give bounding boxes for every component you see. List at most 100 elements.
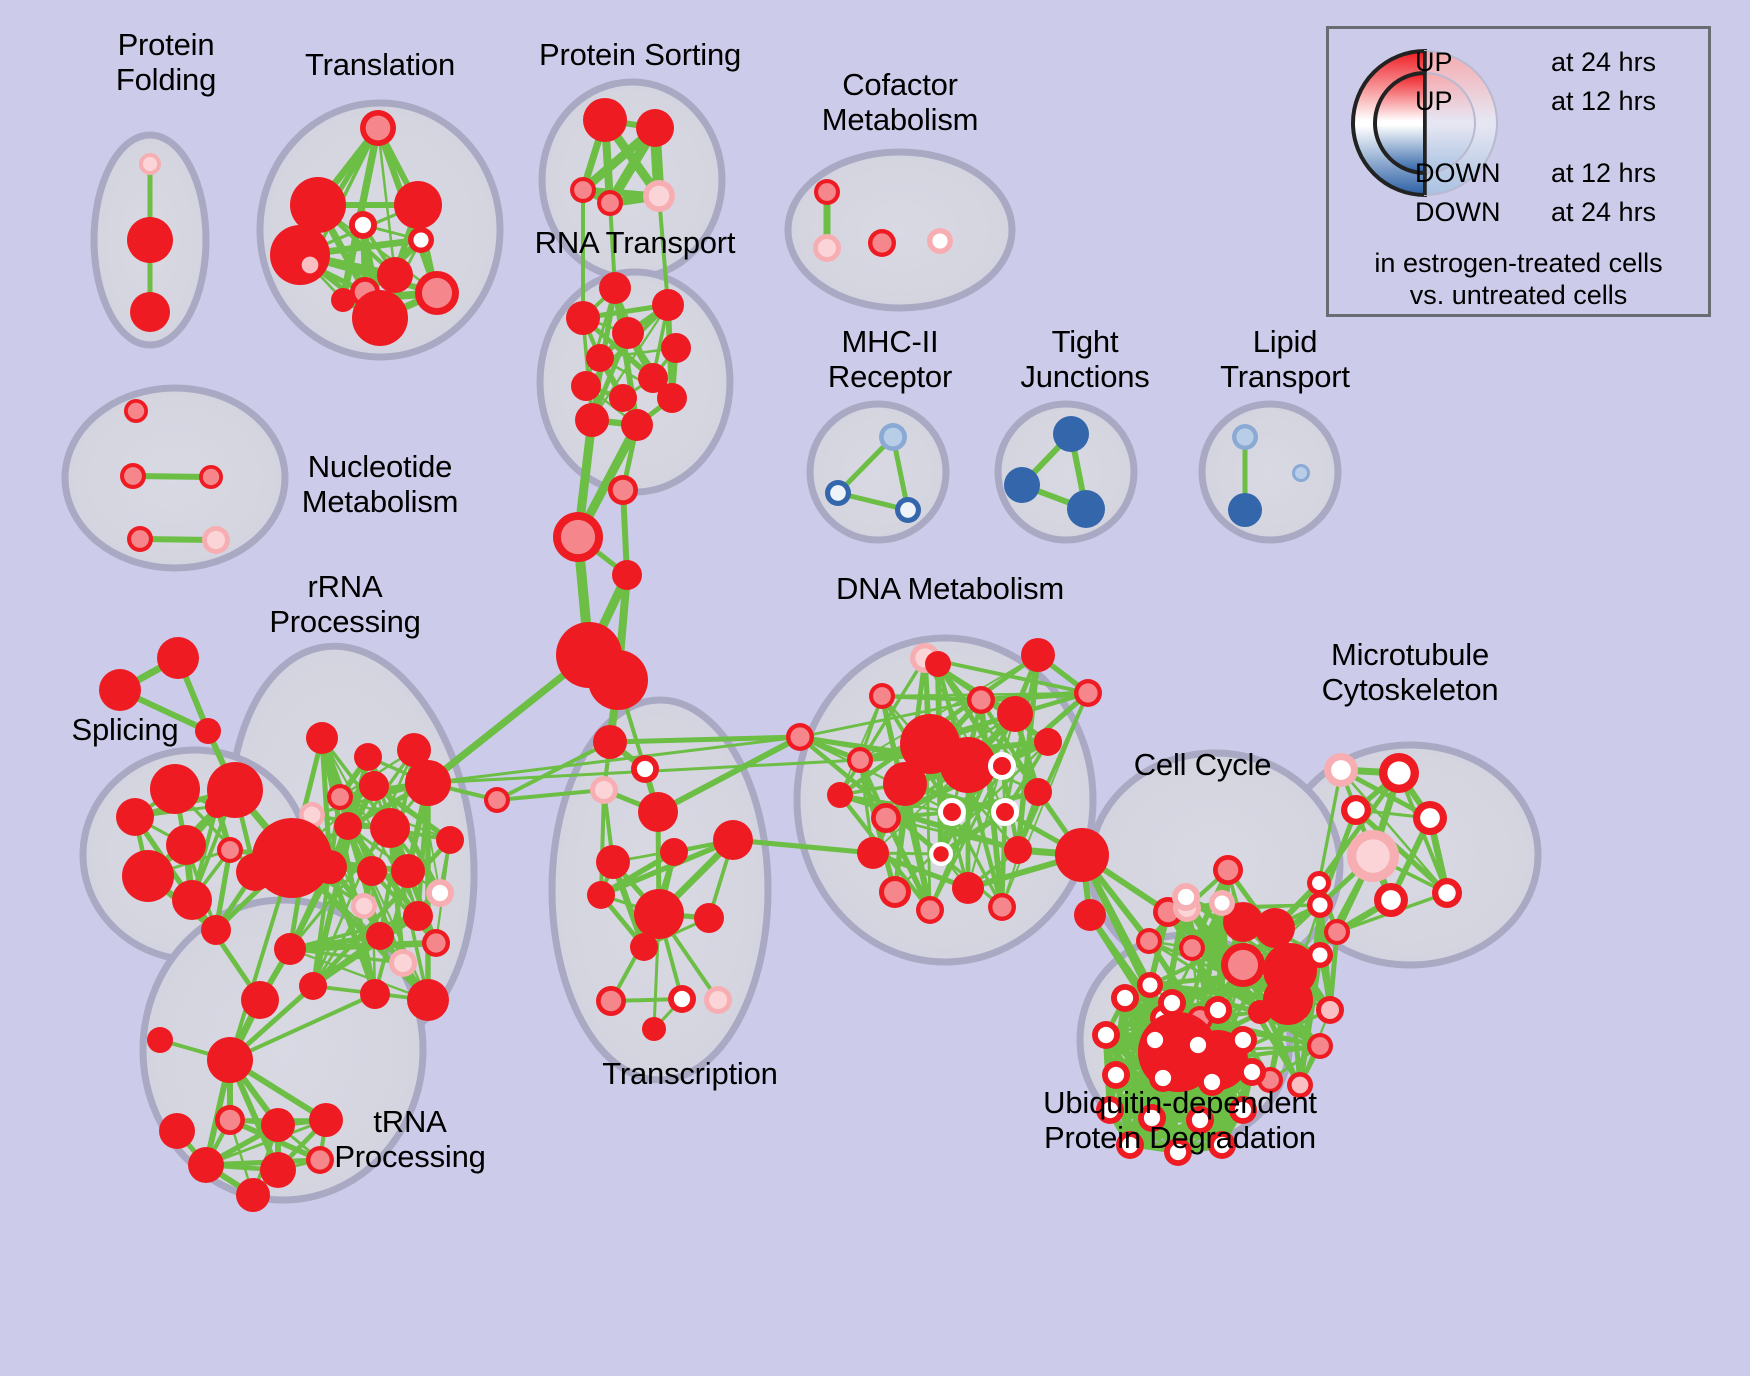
- network-nodes: [99, 98, 1462, 1212]
- network-node: [274, 933, 306, 965]
- network-edge: [286, 939, 440, 953]
- network-node: [370, 808, 410, 848]
- network-node-core: [830, 485, 846, 501]
- network-node: [366, 922, 394, 950]
- network-node-core: [124, 467, 142, 485]
- network-node: [261, 1108, 295, 1142]
- network-node-core: [1227, 949, 1259, 981]
- network-node: [130, 292, 170, 332]
- network-node-core: [612, 479, 634, 501]
- cluster-label-rna-transport: RNA Transport: [534, 225, 736, 260]
- cluster-label-translation: Translation: [305, 47, 455, 82]
- network-edge: [1126, 1106, 1247, 1149]
- network-node-core: [1183, 939, 1201, 957]
- network-node-core: [1381, 890, 1401, 910]
- network-node-core: [1420, 808, 1440, 828]
- network-node: [252, 818, 332, 898]
- network-node-core: [301, 256, 319, 274]
- legend-state-2: DOWN: [1415, 158, 1501, 188]
- network-edge: [424, 651, 593, 787]
- network-node-core: [355, 897, 373, 915]
- network-node-core: [413, 232, 429, 248]
- network-node: [270, 225, 330, 285]
- network-node: [621, 409, 653, 441]
- network-node: [661, 333, 691, 363]
- network-edge: [1339, 768, 1449, 895]
- legend-time-2: at 12 hrs: [1551, 158, 1657, 188]
- network-node-core: [1101, 1101, 1119, 1119]
- network-node-core: [560, 519, 596, 555]
- network-node: [630, 933, 658, 961]
- network-edge: [655, 734, 803, 815]
- cluster-label-splicing: Splicing: [71, 712, 179, 747]
- network-node: [609, 384, 637, 412]
- network-node: [1053, 416, 1089, 452]
- network-node: [575, 403, 609, 437]
- network-node: [1263, 975, 1313, 1025]
- network-node-core: [142, 156, 158, 172]
- network-node: [391, 854, 425, 888]
- network-node: [334, 812, 362, 840]
- network-node-core: [206, 530, 226, 550]
- network-node: [313, 850, 347, 884]
- network-edge: [949, 789, 1041, 815]
- network-node-core: [1177, 888, 1195, 906]
- cluster-label-mhc-ii-receptor: MHC-II Receptor: [827, 324, 953, 394]
- network-node: [195, 718, 221, 744]
- network-node-core: [1312, 947, 1328, 963]
- network-node-core: [1331, 760, 1351, 780]
- network-node-core: [1234, 1031, 1252, 1049]
- network-node: [150, 764, 200, 814]
- network-node-core: [1217, 859, 1239, 881]
- network-node: [436, 826, 464, 854]
- network-node: [188, 1147, 224, 1183]
- network-node-core: [1203, 1073, 1221, 1091]
- network-node-core: [817, 238, 837, 258]
- network-node-core: [1387, 761, 1411, 785]
- network-node-core: [1142, 977, 1158, 993]
- network-node: [940, 737, 996, 793]
- network-node-core: [310, 1150, 330, 1170]
- network-node: [1034, 728, 1062, 756]
- network-node: [299, 972, 327, 1000]
- network-node: [147, 1027, 173, 1053]
- network-node-core: [131, 530, 149, 548]
- network-node: [260, 1152, 296, 1188]
- network-edge: [598, 837, 736, 898]
- network-node-core: [872, 233, 892, 253]
- network-node-core: [1243, 1063, 1261, 1081]
- network-node: [925, 651, 951, 677]
- network-node: [377, 257, 413, 293]
- cluster-label-ubiquitin-degradation: Ubiquitin-dependent Protein Degradation: [1043, 1085, 1317, 1155]
- legend-state-0: UP: [1415, 47, 1453, 77]
- network-node-core: [202, 468, 220, 486]
- network-node-core: [1312, 876, 1326, 890]
- network-node: [588, 650, 648, 710]
- network-node: [1228, 493, 1262, 527]
- network-node-core: [1116, 989, 1134, 1007]
- network-node: [599, 272, 631, 304]
- network-node-core: [1213, 1136, 1231, 1154]
- network-node-core: [221, 841, 239, 859]
- network-node: [612, 317, 644, 349]
- network-node: [407, 979, 449, 1021]
- network-edge: [581, 316, 594, 422]
- network-node: [596, 845, 630, 879]
- cluster-label-protein-sorting: Protein Sorting: [538, 37, 742, 72]
- network-node-core: [1320, 1000, 1340, 1020]
- network-node-core: [1169, 1143, 1187, 1161]
- legend-panel: UP at 24 hrs UP at 12 hrs DOWN at 12 hrs…: [1326, 26, 1711, 317]
- network-node: [201, 915, 231, 945]
- network-edge: [884, 816, 1020, 852]
- network-node-core: [818, 183, 836, 201]
- cluster-label-tight-junctions: Tight Junctions: [1020, 324, 1150, 394]
- network-node: [99, 669, 141, 711]
- network-node: [1021, 638, 1055, 672]
- network-node: [205, 794, 229, 818]
- network-node: [397, 733, 431, 767]
- blob-rna-transport: [536, 268, 734, 496]
- network-node-core: [127, 402, 145, 420]
- network-edge: [495, 788, 606, 802]
- legend-gradient-glyph: [1351, 48, 1498, 198]
- network-node: [642, 1017, 666, 1041]
